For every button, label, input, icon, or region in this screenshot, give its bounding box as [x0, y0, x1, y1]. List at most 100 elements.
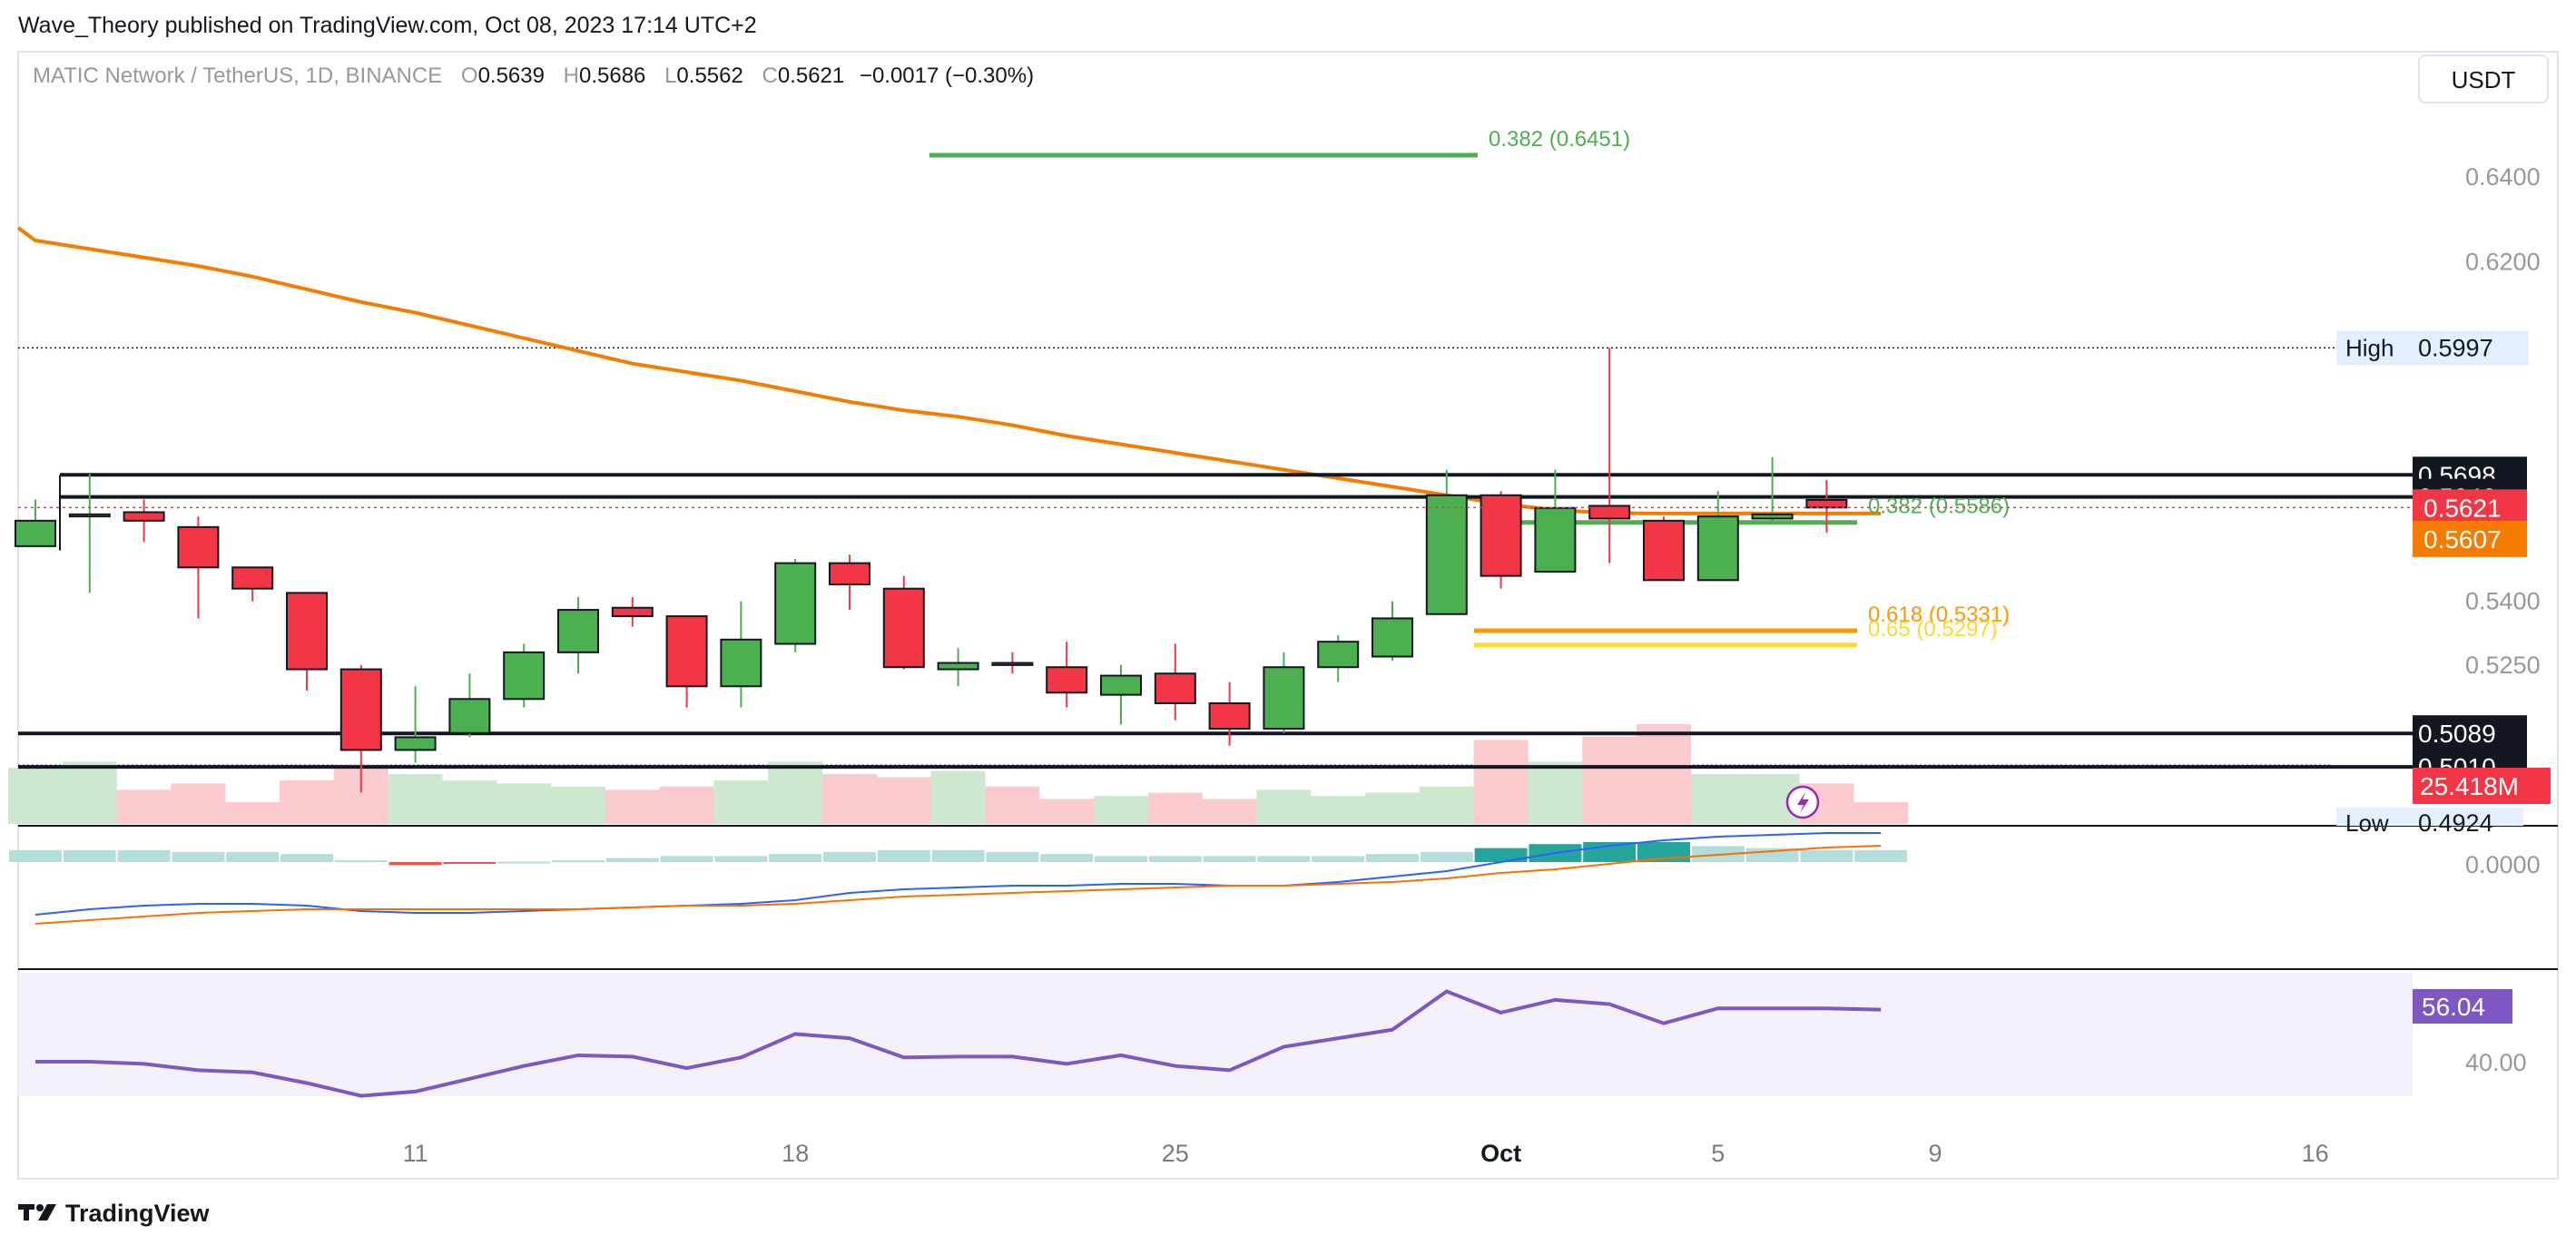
- macd-histogram-bar: [660, 856, 713, 862]
- lightning-icon-glyph: [1797, 792, 1809, 813]
- candle-body: [665, 615, 708, 688]
- volume-bar: [1311, 796, 1366, 824]
- macd-histogram-bar: [1474, 848, 1528, 862]
- x-axis-tick: 11: [403, 1140, 428, 1167]
- macd-histogram-bar: [9, 849, 62, 862]
- macd-histogram-bar: [823, 852, 876, 862]
- moving-average-line: [16, 226, 1882, 515]
- macd-histogram-bar: [388, 862, 442, 866]
- open-value: 0.5639: [477, 64, 545, 88]
- candle-body: [1100, 674, 1142, 696]
- fib-level-label: 0.618 (0.5331): [1868, 603, 2010, 627]
- volume-bar: [1147, 792, 1203, 824]
- macd-histogram-bar: [877, 849, 930, 862]
- macd-histogram-bar: [986, 852, 1039, 862]
- fib-level-label: 0.382 (0.5586): [1868, 495, 2010, 519]
- rsi-line: [35, 989, 1882, 1098]
- candle-body: [1696, 515, 1739, 582]
- volume-bar: [551, 786, 605, 824]
- candle-body: [1805, 498, 1848, 509]
- close-value: 0.5621: [777, 64, 845, 88]
- volume-bar: [876, 777, 931, 824]
- candle-body: [339, 668, 382, 751]
- x-axis-tick: 5: [1711, 1140, 1725, 1167]
- macd-histogram-bar: [769, 854, 822, 862]
- candle-body: [720, 638, 762, 688]
- candle-body: [1046, 666, 1088, 694]
- candle-body: [991, 662, 1034, 666]
- macd-histogram-bar: [1257, 856, 1311, 862]
- macd-histogram-bar: [334, 859, 388, 862]
- high-value: 0.5997: [2418, 334, 2493, 361]
- macd-histogram-bar: [552, 859, 605, 862]
- tradingview-logo-text: TradingView: [65, 1200, 210, 1227]
- volume-bar: [116, 789, 172, 824]
- low-value: 0.4924: [2418, 809, 2493, 837]
- horizontal-level-tag: [2413, 715, 2527, 752]
- candle-body: [448, 698, 491, 734]
- fib-level-label: 0.382 (0.6451): [1489, 127, 1630, 152]
- volume-bar: [822, 774, 877, 824]
- volume-bar: [713, 779, 769, 824]
- candle-body: [1372, 617, 1413, 658]
- ma-value-tag: [2413, 520, 2527, 557]
- publish-line: Wave_Theory published on TradingView.com…: [18, 13, 757, 38]
- rsi-band: [18, 973, 2413, 1096]
- volume-bar: [8, 768, 63, 824]
- high-label: H: [563, 64, 579, 88]
- macd-histogram-bar: [1040, 854, 1094, 862]
- currency-button[interactable]: USDT: [2418, 54, 2549, 103]
- candle-body: [1751, 513, 1794, 520]
- candle-body: [937, 662, 979, 671]
- macd-histogram-bar: [280, 854, 333, 862]
- candle-body: [1425, 494, 1468, 615]
- volume-bar: [1202, 799, 1257, 824]
- horizontal-level-label: 0.5089: [2418, 720, 2496, 748]
- volume-bar: [1094, 796, 1148, 824]
- price-axis-tick: 0.6400: [2465, 163, 2541, 191]
- macd-histogram-bar: [226, 852, 280, 862]
- low-value: 0.5562: [676, 64, 743, 88]
- macd-histogram-bar: [605, 858, 659, 862]
- low-label: Low: [2345, 809, 2389, 837]
- tradingview-logo[interactable]: TradingView: [18, 1200, 210, 1229]
- x-axis-tick: Oct: [1480, 1140, 1521, 1167]
- change-value: −0.0017 (−0.30%): [859, 64, 1035, 88]
- low-label: L: [664, 64, 677, 88]
- volume-tag: [2413, 768, 2551, 804]
- macd-histogram-bar: [714, 856, 768, 862]
- high-value: 0.5686: [578, 64, 646, 88]
- fib-level-label: 0.65 (0.5297): [1868, 617, 1998, 642]
- chart-frame: [17, 51, 2559, 1180]
- volume-bar: [605, 789, 660, 824]
- macd-histogram-bar: [1312, 856, 1365, 862]
- candle-body: [1317, 641, 1360, 669]
- candle-body: [68, 513, 111, 518]
- volume-bar: [1256, 789, 1312, 824]
- volume-bar: [388, 774, 443, 824]
- volume-bar: [171, 783, 226, 824]
- rsi-axis-label: 40.00: [2465, 1049, 2527, 1076]
- macd-histogram-bar: [1420, 852, 1473, 862]
- macd-histogram-bar: [1854, 849, 1908, 862]
- candle-body: [1643, 519, 1685, 582]
- macd-histogram-bar: [497, 861, 551, 864]
- symbol-legend: MATIC Network / TetherUS, 1D, BINANCE O0…: [33, 64, 1034, 89]
- volume-bar: [1419, 786, 1474, 824]
- macd-histogram-bar: [443, 862, 497, 864]
- candle-body: [1263, 666, 1305, 730]
- volume-bar: [62, 761, 117, 824]
- low-label-box: [2336, 808, 2523, 826]
- price-axis-tick: 0.6200: [2465, 248, 2541, 275]
- high-label: High: [2345, 334, 2394, 361]
- macd-histogram-bar: [172, 852, 225, 862]
- candle-body: [774, 562, 817, 645]
- x-axis-tick: 16: [2302, 1140, 2329, 1167]
- symbol-name: MATIC Network / TetherUS, 1D, BINANCE: [33, 64, 443, 88]
- macd-histogram-bar: [117, 849, 171, 862]
- x-axis-tick: 18: [782, 1140, 809, 1167]
- volume-bar: [497, 783, 552, 824]
- candle-body: [1154, 672, 1196, 704]
- volume-bar: [1365, 792, 1420, 824]
